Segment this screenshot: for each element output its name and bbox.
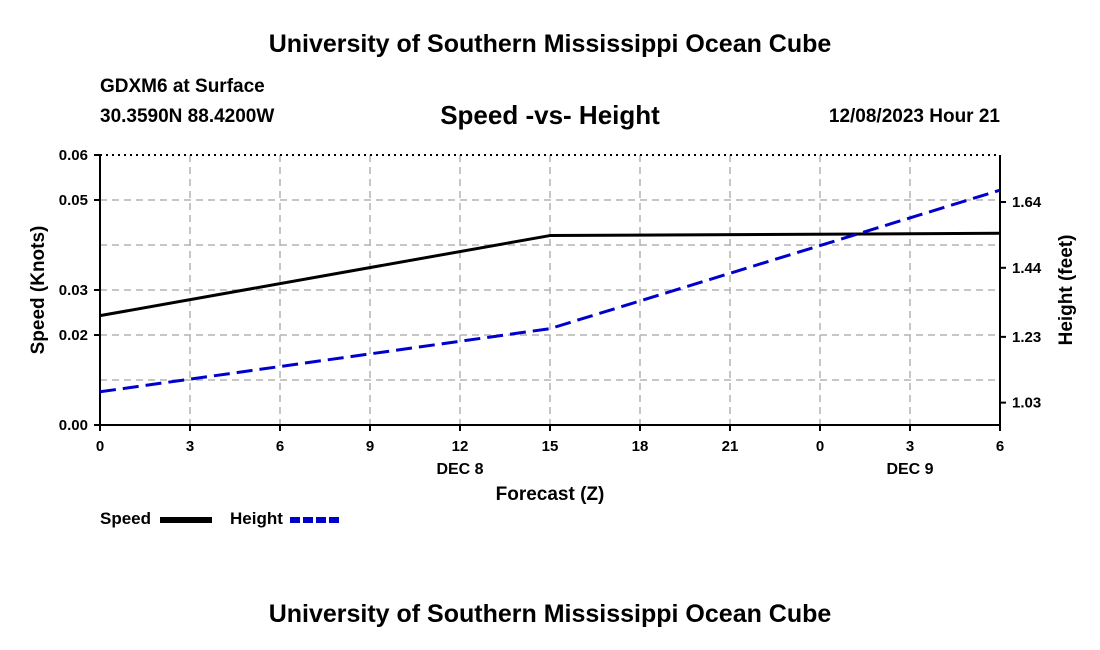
x-tick-label: 12	[452, 438, 469, 455]
x-axis-label: Forecast (Z)	[496, 484, 605, 505]
legend-speed-label: Speed	[100, 509, 152, 528]
footer-title: University of Southern Mississippi Ocean…	[268, 600, 832, 628]
station-label: GDXM6 at Surface	[100, 76, 265, 97]
y-axis-label: Speed (Knots)	[28, 226, 49, 355]
legend-height-label: Height	[230, 509, 283, 528]
x-tick-label: 15	[542, 438, 559, 455]
x-tick-label: 3	[906, 438, 914, 455]
x-date-label: DEC 8	[436, 461, 483, 478]
y2-tick-label: 1.64	[1012, 194, 1042, 211]
speed-series-line	[99, 231, 1001, 318]
datetime-label: 12/08/2023 Hour 21	[828, 106, 1000, 127]
y-tick-label: 0.03	[59, 282, 88, 299]
y2-axis-label: Height (feet)	[1056, 235, 1077, 346]
y2-tick-label: 1.03	[1012, 395, 1041, 412]
x-tick-label: 18	[632, 438, 649, 455]
y-tick-label: 0.00	[59, 417, 88, 434]
x-tick-label: 21	[722, 438, 739, 455]
height-series-line	[99, 188, 1001, 394]
x-tick-label: 0	[96, 438, 104, 455]
y2-tick-label: 1.23	[1012, 329, 1041, 346]
y-tick-label: 0.05	[59, 192, 88, 209]
y-tick-label: 0.06	[59, 147, 88, 164]
x-tick-label: 3	[186, 438, 194, 455]
x-date-label: DEC 9	[886, 461, 933, 478]
x-tick-label: 9	[366, 438, 374, 455]
page-title: University of Southern Mississippi Ocean…	[268, 30, 832, 58]
grid	[100, 155, 1000, 425]
y-tick-label: 0.02	[59, 327, 88, 344]
x-tick-label: 6	[996, 438, 1004, 455]
y2-tick-label: 1.44	[1012, 260, 1042, 277]
x-tick-label: 0	[816, 438, 824, 455]
chart-title: Speed -vs- Height	[440, 100, 660, 130]
series	[99, 188, 1001, 394]
coordinates-label: 30.3590N 88.4200W	[100, 106, 275, 127]
x-tick-label: 6	[276, 438, 284, 455]
axes: 0 3 6 9 12 15 18 21 0 3 6 DEC 8 DEC 9 0.00 0.02 0.03 0.0…	[59, 147, 1042, 478]
